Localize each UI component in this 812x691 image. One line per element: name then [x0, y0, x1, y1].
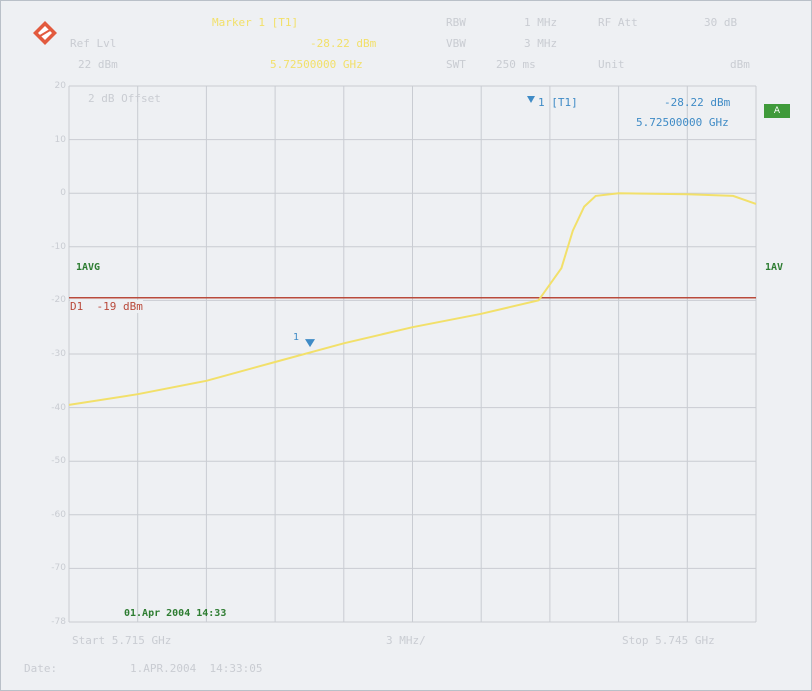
y-tick-label: -20 — [51, 295, 66, 306]
date-value: 1.APR.2004 14:33:05 — [130, 662, 263, 675]
marker-level: -28.22 dBm — [310, 37, 377, 50]
y-tick-label: 10 — [54, 134, 66, 145]
marker-readout-label: 1 [T1] — [538, 96, 578, 109]
date-label: Date: — [24, 662, 58, 675]
y-tick-label: -40 — [51, 402, 66, 413]
y-tick-label: -60 — [51, 509, 66, 520]
display-line-label: D1 -19 dBm — [70, 300, 143, 313]
brand-logo-icon — [33, 21, 57, 45]
marker-title: Marker 1 [T1] — [212, 16, 299, 29]
unit-value: dBm — [730, 58, 750, 71]
rbw-label: RBW — [446, 16, 466, 29]
unit-label: Unit — [598, 58, 625, 71]
start-frequency: Start 5.715 GHz — [72, 634, 172, 647]
offset-label: 2 dB Offset — [88, 92, 161, 105]
y-tick-label: 0 — [60, 188, 66, 199]
ref-level-label: Ref Lvl — [70, 37, 117, 50]
marker-number: 1 — [293, 332, 300, 343]
plot-grid — [68, 85, 757, 623]
spectrum-trace — [68, 192, 757, 406]
marker-readout-triangle-icon — [527, 96, 535, 103]
vbw-value: 3 MHz — [524, 37, 558, 50]
marker-readout-frequency: 5.72500000 GHz — [636, 116, 729, 129]
rf-att-label: RF Att — [598, 16, 638, 29]
trace-a-badge: A — [764, 104, 790, 118]
date-stamp: 01.Apr 2004 14:33 — [124, 608, 227, 619]
y-tick-label: -10 — [51, 241, 66, 252]
swt-value: 250 ms — [496, 58, 536, 71]
vbw-label: VBW — [446, 37, 466, 50]
y-tick-label: 20 — [54, 81, 66, 91]
right-trace-annotation: 1AV — [765, 262, 784, 273]
marker-readout-level: -28.22 dBm — [664, 96, 731, 109]
stop-frequency: Stop 5.745 GHz — [622, 634, 715, 647]
span-per-division: 3 MHz/ — [386, 634, 426, 647]
y-tick-label: -70 — [51, 563, 66, 574]
y-tick-label: -30 — [51, 349, 66, 359]
y-tick-label: -78 — [51, 617, 66, 627]
marker-frequency: 5.72500000 GHz — [270, 58, 363, 71]
rbw-value: 1 MHz — [524, 16, 558, 29]
marker-1-triangle-icon — [305, 339, 315, 348]
y-tick-label: -50 — [51, 456, 66, 467]
ref-level-value: 22 dBm — [78, 58, 118, 71]
swt-label: SWT — [446, 58, 466, 71]
rf-att-value: 30 dB — [704, 16, 738, 29]
left-trace-annotation: 1AVG — [76, 262, 101, 273]
